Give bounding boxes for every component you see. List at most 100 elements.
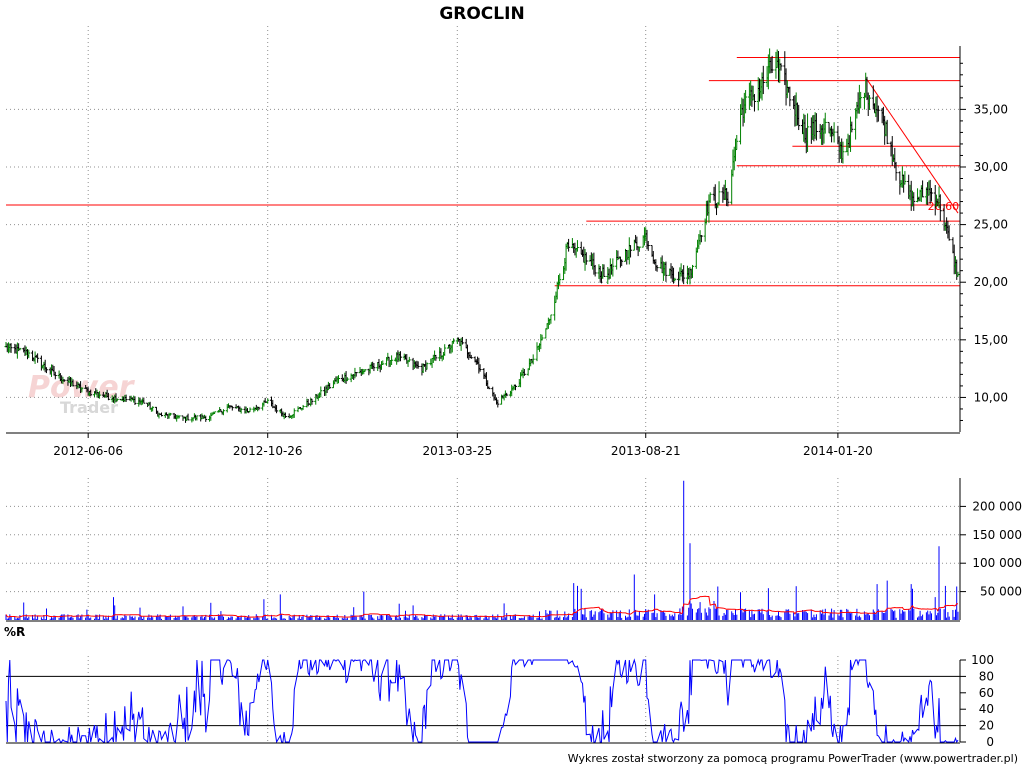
ohlc-bar (381, 360, 385, 365)
ohlc-bar (567, 238, 571, 252)
volume-tick-label-1: 100 000 (972, 556, 1022, 570)
ohlc-bar (239, 407, 243, 414)
footer-credit: Wykres został stworzony za pomocą progra… (568, 752, 1018, 765)
ohlc-bar (699, 235, 703, 243)
volume-tick-label-2: 150 000 (972, 528, 1022, 542)
williams-r-tick-label-1: 20 (979, 719, 994, 733)
ohlc-bar (752, 94, 756, 112)
ohlc-bar (36, 353, 40, 363)
ohlc-bar (859, 91, 863, 109)
ohlc-bar (584, 252, 588, 265)
ohlc-bar (337, 375, 341, 384)
ohlc-bar (535, 342, 539, 362)
ohlc-bar (841, 141, 845, 164)
price-tick-label-4: 30,00 (974, 160, 1008, 174)
volume-grid (6, 478, 960, 620)
ohlc-bar (593, 264, 597, 277)
ohlc-bar (806, 113, 810, 152)
ohlc-bar (292, 408, 296, 418)
ohlc-bar (823, 112, 827, 134)
volume-ma-line (5, 595, 959, 618)
ohlc-bar (929, 187, 933, 202)
ohlc-bar (151, 406, 155, 412)
ohlc-bar (673, 277, 677, 282)
ohlc-bar (832, 122, 836, 143)
ohlc-bar (310, 398, 314, 405)
ohlc-bar (544, 328, 548, 339)
trend-line-0 (866, 79, 959, 214)
ohlc-bar (177, 415, 181, 419)
ohlc-bar (416, 361, 420, 369)
ohlc-bar (655, 265, 659, 272)
ohlc-bar (885, 119, 889, 145)
ohlc-bar (505, 392, 509, 397)
ohlc-bar (230, 405, 234, 411)
ohlc-bar (372, 362, 376, 372)
chart-title: GROCLIN (439, 4, 524, 24)
williams-r-axis: 0 20 40 60 80 100 (6, 653, 994, 749)
ohlc-bar (9, 343, 13, 353)
ohlc-bar (98, 391, 102, 399)
ohlc-bar (328, 383, 332, 389)
ohlc-bar (868, 95, 872, 110)
ohlc-bar (637, 246, 641, 252)
ohlc-bar (266, 398, 270, 404)
ohlc-bar (133, 396, 137, 406)
ohlc-bar (912, 192, 916, 211)
ohlc-bar (407, 356, 411, 363)
ohlc-bar (204, 415, 208, 422)
ohlc-bar (443, 344, 447, 356)
ohlc-bar (89, 389, 93, 397)
ohlc-bar (779, 63, 783, 71)
ohlc-bar (301, 404, 305, 410)
ohlc-bar (195, 415, 199, 421)
ohlc-bar (390, 355, 394, 365)
ohlc-bar (646, 241, 650, 251)
ohlc-bar (708, 192, 712, 203)
date-tick-label-3: 2013-08-21 (611, 444, 681, 458)
ohlc-bar (921, 180, 925, 198)
williams-r-tick-label-4: 80 (979, 669, 994, 683)
williams-r-tick-label-0: 0 (986, 735, 994, 749)
ohlc-bar (575, 240, 579, 252)
ohlc-bar (283, 412, 287, 418)
ohlc-bar (717, 181, 721, 206)
williams-r-tick-label-5: 100 (971, 653, 994, 667)
ohlc-bar (213, 411, 217, 415)
ohlc-bar (761, 65, 765, 95)
date-axis: 2012-06-06 2012-10-26 2013-03-25 2013-08-21… (53, 433, 873, 458)
ohlc-bar (496, 399, 500, 408)
ohlc-bar (124, 394, 128, 402)
ohlc-bar (938, 194, 942, 222)
ohlc-bar (168, 412, 172, 416)
ohlc-bar (947, 225, 951, 241)
volume-bars (5, 480, 959, 620)
ohlc-bar (398, 351, 402, 362)
price-tick-label-2: 20,00 (974, 275, 1008, 289)
ohlc-bar (558, 273, 562, 285)
ohlc-bar (345, 377, 349, 382)
ohlc-bar (797, 104, 801, 131)
ohlc-bar (460, 336, 464, 345)
ohlc-bar (611, 258, 615, 277)
ohlc-bar (850, 121, 854, 133)
ohlc-bar (257, 406, 261, 411)
ohlc-bar (221, 409, 225, 416)
ohlc-bar (682, 265, 686, 285)
ohlc-bar (469, 354, 473, 359)
ohlc-bar (629, 245, 633, 258)
ohlc-bar (425, 362, 429, 370)
volume-axis: 50 000 100 000 150 000 200 000 (6, 478, 1022, 622)
ohlc-bar (726, 191, 730, 207)
ohlc-bar (115, 398, 119, 402)
ohlc-bar (319, 386, 323, 398)
ohlc-bar (18, 347, 22, 351)
ohlc-bar (522, 368, 526, 376)
price-support-lines: 26,60 (6, 57, 960, 287)
williams-r-tick-label-2: 40 (979, 702, 994, 716)
ohlc-bar (44, 367, 48, 374)
ohlc-bar (478, 364, 482, 372)
ohlc-bar (434, 354, 438, 361)
price-tick-label-3: 25,00 (974, 218, 1008, 232)
